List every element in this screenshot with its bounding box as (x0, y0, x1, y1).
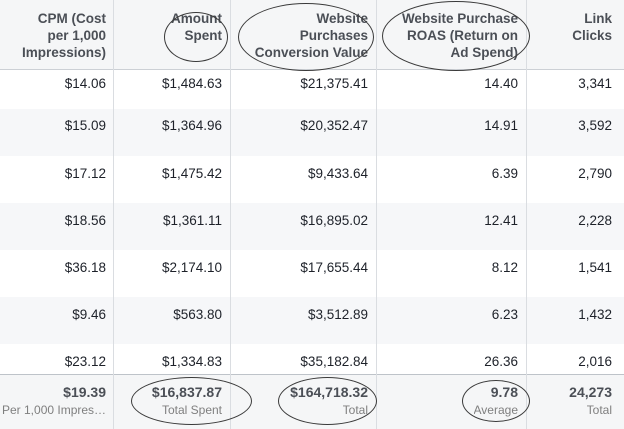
table-row[interactable]: $15.09 $1,364.96 $20,352.47 14.91 3,592 (0, 109, 624, 156)
average-roas-label: Average (473, 403, 518, 417)
total-amount-spent: $16,837.87 (151, 384, 222, 400)
total-amount-spent-label: Total Spent (161, 403, 222, 417)
table-row[interactable]: $36.18 $2,174.10 $17,655.44 8.12 1,541 (64, 260, 612, 275)
table-header: CPM (Cost per 1,000 Impressions) Amount … (0, 0, 624, 70)
total-link-clicks: 24,273 (569, 384, 612, 400)
column-header-cpm[interactable]: CPM (Cost per 1,000 Impressions) (21, 11, 106, 60)
table-row[interactable]: $14.06 $1,484.63 $21,375.41 14.40 3,341 (64, 76, 612, 91)
column-header-amount-spent[interactable]: Amount Spent (171, 11, 222, 43)
total-cpm: $19.39 (63, 384, 106, 400)
total-link-clicks-label: Total (586, 403, 612, 417)
table-row[interactable]: $23.12 $1,334.83 $35,182.84 26.36 2,016 (64, 354, 612, 369)
column-header-link-clicks[interactable]: Link Clicks (572, 11, 612, 43)
column-header-roas[interactable]: Website Purchase ROAS (Return on Ad Spen… (401, 11, 518, 60)
table-footer-totals: $19.39 Per 1,000 Impressions $16,837.87 … (0, 374, 624, 429)
column-divider (230, 0, 231, 429)
total-conversion-value: $164,718.32 (290, 384, 368, 400)
average-roas: 9.78 (490, 384, 518, 400)
table-row[interactable]: $9.46 $563.80 $3,512.89 6.23 1,432 (0, 297, 624, 344)
column-divider (113, 0, 114, 429)
column-header-conversion-value[interactable]: Website Purchases Conversion Value (254, 11, 368, 60)
total-conversion-value-label: Total (342, 403, 368, 417)
total-cpm-label: Per 1,000 Impressions (2, 403, 110, 417)
column-divider (526, 0, 527, 429)
column-divider (376, 0, 377, 429)
table-row[interactable]: $18.56 $1,361.11 $16,895.02 12.41 2,228 (0, 203, 624, 250)
table-row[interactable]: $17.12 $1,475.42 $9,433.64 6.39 2,790 (64, 166, 612, 181)
